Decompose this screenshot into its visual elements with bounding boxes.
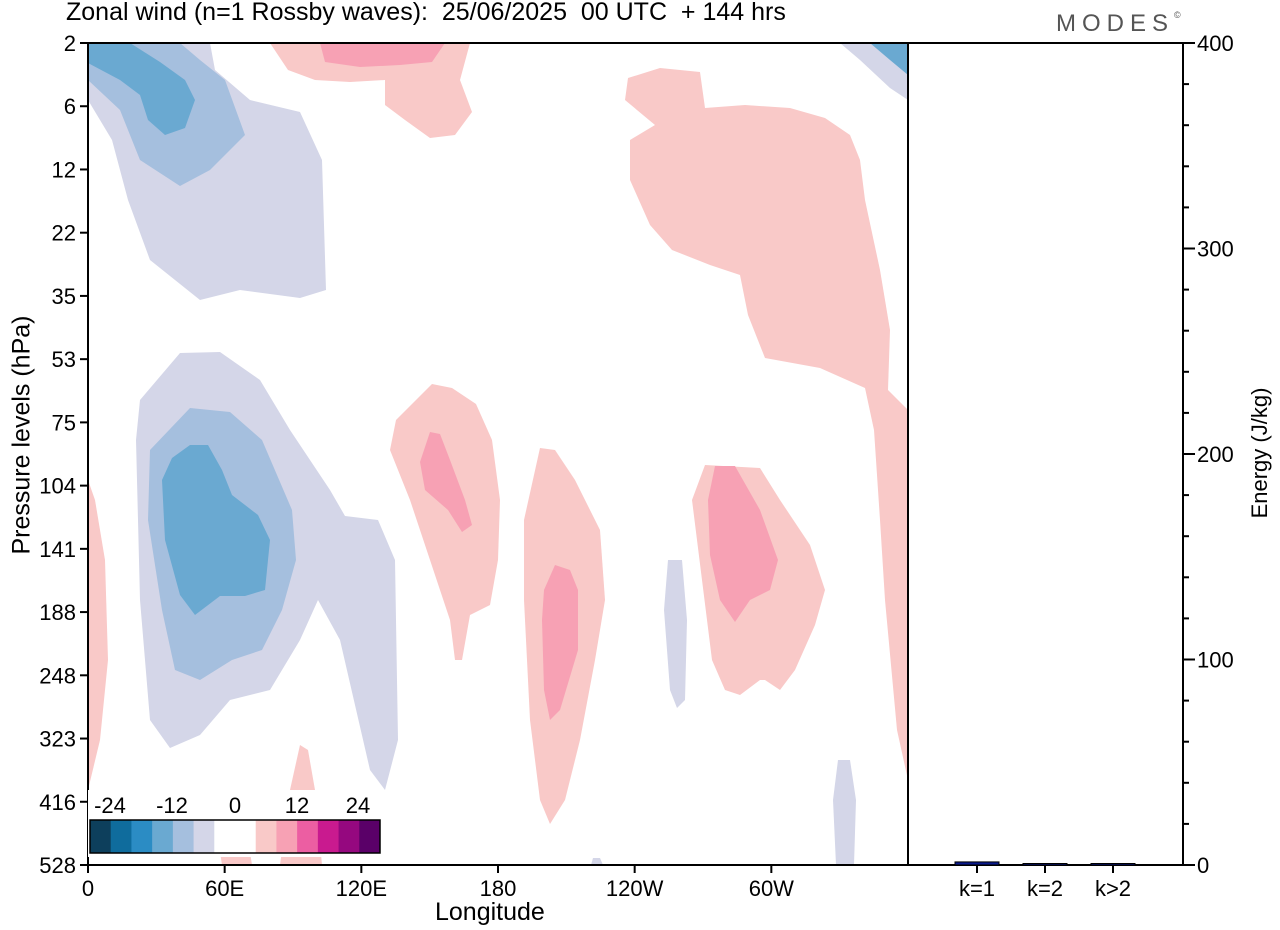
colorbar: -24 -12 0 12 24 [88, 790, 382, 857]
x-tick-label: 120E [336, 876, 387, 901]
contour-pos-b-core [542, 565, 578, 720]
colorbar-swatch [214, 820, 236, 853]
energy-ticks: 0 100 200 300 400 [1183, 31, 1234, 878]
energy-bars: k=1 k=2 k>2 [954, 861, 1136, 901]
y-tick-label: 35 [52, 284, 76, 309]
contour-neg-strip-3 [591, 858, 603, 865]
x-tick-label: 180 [480, 876, 517, 901]
energy-tick-label: 300 [1197, 237, 1234, 262]
colorbar-swatch [359, 820, 381, 853]
contour-pos-upper-outer [270, 43, 472, 138]
logo-text: MODES [1056, 10, 1175, 37]
colorbar-swatch [338, 820, 360, 853]
y-tick-label: 75 [52, 410, 76, 435]
colorbar-swatch [110, 820, 132, 853]
energy-tick-label: 200 [1197, 442, 1234, 467]
contour-pos-a-outer [390, 384, 500, 660]
y-tick-label: 12 [52, 157, 76, 182]
modes-logo: MODES© [1056, 10, 1181, 38]
colorbar-swatch [317, 820, 340, 853]
energy-bar-1 [954, 861, 1000, 866]
energy-axis-label: Energy (J/kg) [1247, 387, 1272, 519]
contour-neg-corner-core [870, 43, 908, 75]
contour-neg-lower-core [162, 445, 270, 615]
energy-tick-label: 100 [1197, 648, 1234, 673]
contour-pos-right-band [625, 68, 908, 780]
colorbar-swatch [276, 820, 298, 853]
logo-mark: © [1174, 10, 1181, 20]
y-tick-label: 323 [39, 727, 76, 752]
x-ticks: 0 60E 120E 180 120W 60W [82, 865, 794, 901]
colorbar-swatch [297, 820, 319, 853]
contour-pos-left-edge [88, 480, 108, 790]
y-tick-label: 416 [39, 790, 76, 815]
y-ticks: 2 6 12 22 35 53 75 104 141 188 248 323 416 528 [39, 31, 88, 878]
y-tick-label: 6 [64, 94, 76, 119]
contour-pos-a-core [420, 432, 472, 532]
colorbar-swatch [90, 820, 112, 853]
colorbar-swatch [235, 820, 257, 853]
energy-tick-label: 0 [1197, 853, 1209, 878]
chart-title: Zonal wind (n=1 Rossby waves): 25/06/202… [66, 0, 786, 26]
colorbar-swatch [172, 820, 195, 853]
colorbar-tick-label: -24 [94, 793, 126, 818]
energy-category-label: k=2 [1027, 876, 1063, 901]
colorbar-swatch [255, 820, 277, 853]
x-axis-label: Longitude [435, 898, 545, 926]
x-tick-label: 0 [82, 876, 94, 901]
y-tick-label: 528 [39, 853, 76, 878]
y-tick-label: 53 [52, 347, 76, 372]
colorbar-swatch [152, 820, 174, 853]
contour-neg-upper-core [88, 43, 195, 135]
contour-neg-strip-1 [664, 560, 687, 708]
y-tick-label: 248 [39, 663, 76, 688]
x-tick-label: 60E [205, 876, 244, 901]
colorbar-frame [89, 819, 381, 854]
energy-category-label: k=1 [959, 876, 995, 901]
x-tick-label: 60W [749, 876, 794, 901]
x-tick-label: 120W [606, 876, 664, 901]
colorbar-tick-label: -12 [156, 793, 188, 818]
y-tick-label: 22 [52, 221, 76, 246]
energy-tick-label: 400 [1197, 31, 1234, 56]
y-tick-label: 2 [64, 31, 76, 56]
energy-bar-2 [1022, 863, 1068, 866]
colorbar-tick-label: 24 [346, 793, 370, 818]
colorbar-swatch [193, 820, 215, 853]
contour-pos-upper-core [320, 43, 445, 67]
energy-bar-3 [1090, 863, 1136, 866]
y-tick-label: 104 [39, 474, 76, 499]
y-tick-label: 141 [39, 537, 76, 562]
contour-neg-strip-2 [833, 760, 856, 865]
y-tick-label: 188 [39, 600, 76, 625]
colorbar-swatch [131, 820, 153, 853]
colorbar-tick-label: 0 [229, 793, 241, 818]
contour-pos-c-core [708, 466, 778, 622]
colorbar-tick-label: 12 [285, 793, 309, 818]
energy-category-label: k>2 [1095, 876, 1131, 901]
contour-field [88, 43, 908, 865]
y-axis-label: Pressure levels (hPa) [7, 315, 36, 555]
